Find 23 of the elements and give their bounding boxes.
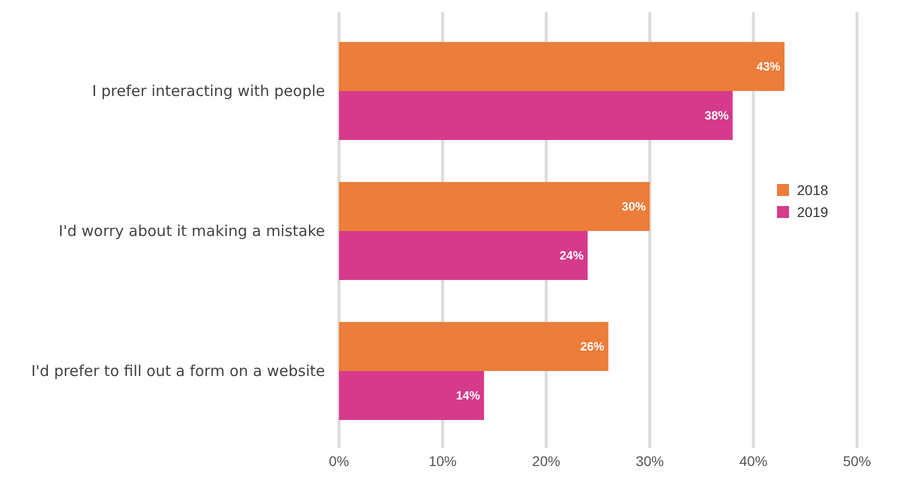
legend-label: 2018 <box>797 182 828 198</box>
data-label: 38% <box>704 108 729 122</box>
bar <box>339 231 588 280</box>
x-tick-label: 30% <box>636 453 664 469</box>
bar <box>339 322 608 371</box>
bar <box>339 182 650 231</box>
bar <box>339 91 733 140</box>
data-label: 30% <box>622 200 646 214</box>
bar <box>339 42 784 91</box>
data-label: 26% <box>580 340 605 354</box>
y-tick-label: I'd worry about it making a mistake <box>58 222 325 240</box>
legend-label: 2019 <box>797 204 828 220</box>
x-tick-label: 10% <box>428 453 457 469</box>
x-tick-label: 50% <box>842 453 872 469</box>
x-tick-label: 40% <box>739 453 768 469</box>
data-label: 43% <box>756 60 781 74</box>
x-tick-label: 20% <box>532 453 560 469</box>
x-tick-label: 0% <box>328 453 350 469</box>
data-label: 14% <box>456 388 480 402</box>
y-tick-label: I prefer interacting with people <box>92 82 325 100</box>
y-tick-label: I'd prefer to fill out a form on a website <box>31 362 325 380</box>
bar <box>339 371 484 420</box>
data-label: 24% <box>560 248 584 262</box>
